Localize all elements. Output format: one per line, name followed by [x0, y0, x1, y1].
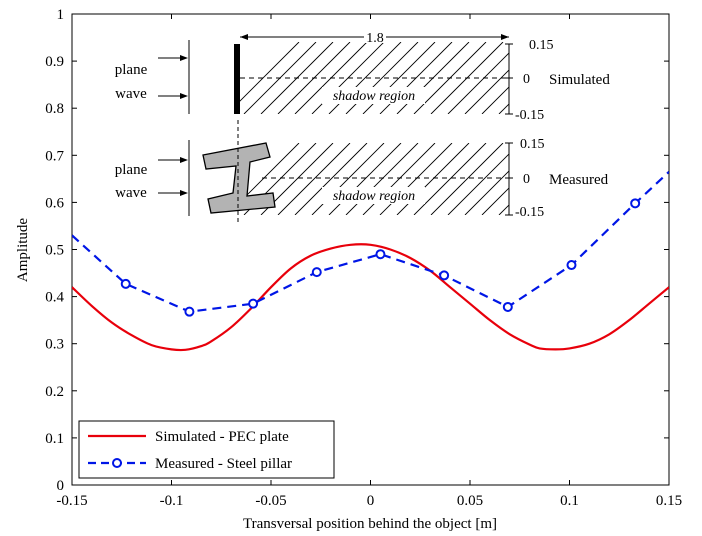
arrow-head	[180, 93, 188, 99]
legend-marker-measured	[112, 458, 122, 468]
dimension-arrow-right	[501, 34, 509, 40]
hatch-line	[481, 86, 509, 114]
data-point-measured	[248, 298, 259, 309]
y-tick-label: 0.8	[45, 101, 64, 117]
data-point-measured	[502, 301, 513, 312]
y-axis-ticks: 0 0.1 0.2 0.3 0.4 0.5 0.6 0.7 0.8 0.9 1	[45, 7, 669, 494]
hatch-line	[464, 170, 509, 215]
hatch-line	[277, 143, 351, 215]
scale-label-bottom: -0.15	[515, 108, 544, 123]
y-tick-label: 0.4	[45, 290, 64, 306]
data-point-measured	[120, 278, 131, 289]
hatch-line	[430, 143, 504, 215]
x-tick-label: 0.05	[457, 493, 483, 509]
hatch-line	[481, 187, 509, 215]
y-tick-label: 0.2	[45, 384, 64, 400]
case-label-measured: Measured	[549, 172, 609, 188]
data-point-measured	[630, 198, 641, 209]
plane-wave-label-line1: plane	[115, 62, 148, 78]
x-tick-label: 0.15	[656, 493, 682, 509]
x-axis-ticks: -0.15 -0.1 -0.05 0 0.05 0.1 0.15	[56, 14, 682, 509]
y-tick-label: 1	[57, 7, 65, 23]
hatch-line	[447, 153, 509, 215]
scale-label-mid: 0	[523, 72, 530, 87]
y-tick-label: 0.7	[45, 148, 64, 164]
x-tick-label: 0.1	[560, 493, 579, 509]
x-tick-label: -0.05	[255, 493, 286, 509]
data-point-measured	[184, 306, 195, 317]
arrow-head	[180, 157, 188, 163]
scale-label-top: 0.15	[520, 137, 545, 152]
x-tick-label: 0	[367, 493, 375, 509]
data-point-measured	[375, 249, 386, 260]
arrow-head	[180, 190, 188, 196]
x-tick-label: -0.1	[160, 493, 184, 509]
y-tick-label: 0.5	[45, 243, 64, 259]
inset-simulated: plane wave shadow region 1.8 0.15 0 -0.1…	[115, 29, 610, 123]
x-axis-label: Transversal position behind the object […	[243, 516, 497, 532]
plane-wave-label-line2: wave	[115, 86, 147, 102]
series-line-simulated	[72, 243, 669, 352]
arrow-head	[180, 55, 188, 61]
legend-box	[78, 420, 335, 479]
y-tick-label: 0	[57, 478, 65, 494]
hatch-line	[294, 143, 368, 215]
pec-plate	[234, 44, 240, 114]
shadow-region-label: shadow region	[333, 189, 415, 204]
dimension-label-bg	[364, 29, 386, 43]
hatch-line	[413, 143, 487, 215]
scale-label-mid: 0	[523, 172, 530, 187]
scale-label-bottom: -0.15	[515, 205, 544, 220]
y-tick-label: 0.1	[45, 431, 64, 447]
y-tick-label: 0.3	[45, 337, 64, 353]
series-markers-measured	[120, 198, 641, 317]
steel-pillar-shape	[202, 142, 276, 214]
y-tick-label: 0.6	[45, 195, 64, 211]
plane-wave-label-line2: wave	[115, 185, 147, 201]
inset-measured: plane wave shadow region 0.15 0 -0.15 Me…	[115, 120, 609, 222]
shadow-region-label-bg	[322, 187, 425, 204]
dimension-arrow-left	[240, 34, 248, 40]
dimension-label: 1.8	[366, 31, 384, 46]
scale-label-top: 0.15	[529, 38, 554, 53]
data-point-measured	[311, 267, 322, 278]
y-axis-label: Amplitude	[15, 218, 31, 283]
series-line-measured	[72, 170, 669, 313]
legend-label-simulated: Simulated - PEC plate	[155, 429, 289, 445]
data-point-measured	[439, 270, 450, 281]
case-label-simulated: Simulated	[549, 72, 610, 88]
plane-wave-label-line1: plane	[115, 162, 148, 178]
x-tick-label: -0.15	[56, 493, 87, 509]
y-tick-label: 0.9	[45, 54, 64, 70]
shadow-region-label-bg	[322, 87, 425, 104]
legend: Simulated - PEC plate Measured - Steel p…	[78, 420, 335, 479]
legend-label-measured: Measured - Steel pillar	[155, 456, 292, 472]
shadow-region-label: shadow region	[333, 89, 415, 104]
data-point-measured	[566, 260, 577, 271]
